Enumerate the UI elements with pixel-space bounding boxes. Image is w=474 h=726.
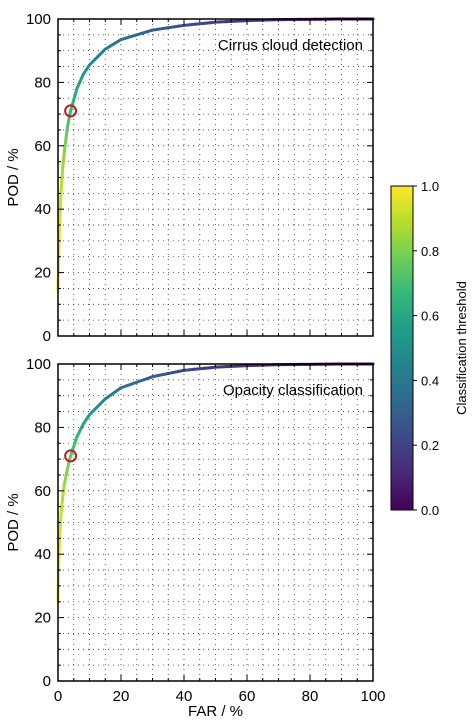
- operating-point-marker: [64, 104, 78, 118]
- y-tick-label: 100: [26, 11, 51, 28]
- panel-title: Cirrus cloud detection: [218, 37, 363, 54]
- operating-point-marker: [64, 449, 78, 463]
- cirrus-detection-panel: 0 20 40 60 80 100 Cirrus cloud detection POD …: [5, 11, 375, 345]
- colorbar-gradient: [390, 185, 414, 511]
- y-tick-label: 20: [34, 610, 51, 627]
- x-tick-label: 20: [113, 688, 130, 705]
- colorbar-tick-label: 0.2: [421, 438, 439, 453]
- colorbar: 0.0 0.2 0.4 0.6 0.8 1.0 Classification thresh…: [390, 179, 469, 518]
- opacity-classification-panel: 0 20 40 60 80 100 0 20 40 60 80 100 Opacity classif…: [5, 356, 386, 720]
- x-tick-label: 100: [360, 688, 385, 705]
- panel-title: Opacity classification: [223, 382, 363, 399]
- x-tick-label: 60: [239, 688, 256, 705]
- y-tick-label: 60: [34, 138, 51, 155]
- y-axis-label: POD / %: [5, 148, 22, 206]
- colorbar-ticks: 0.0 0.2 0.4 0.6 0.8 1.0: [413, 179, 439, 518]
- y-axis-label: POD / %: [5, 493, 22, 551]
- y-tick-label: 20: [34, 265, 51, 282]
- colorbar-tick-label: 0.0: [421, 503, 439, 518]
- colorbar-label: Classification threshold: [454, 281, 469, 415]
- colorbar-tick-label: 0.8: [421, 244, 439, 259]
- colorbar-tick-label: 1.0: [421, 179, 439, 194]
- axis-ticks: 0 20 40 60 80 100 0 20 40 60 80 100: [26, 356, 386, 705]
- y-tick-label: 100: [26, 356, 51, 373]
- y-tick-label: 0: [43, 673, 51, 690]
- x-axis-label: FAR / %: [188, 703, 243, 720]
- plot-area: [58, 364, 373, 681]
- x-tick-label: 40: [176, 688, 193, 705]
- y-tick-label: 60: [34, 483, 51, 500]
- colorbar-tick-label: 0.6: [421, 309, 439, 324]
- x-tick-label: 80: [302, 688, 319, 705]
- y-tick-label: 0: [43, 328, 51, 345]
- x-tick-label: 0: [54, 688, 62, 705]
- y-tick-label: 40: [34, 201, 51, 218]
- colorbar-tick-label: 0.4: [421, 373, 439, 388]
- y-tick-label: 80: [34, 419, 51, 436]
- plot-area: [58, 19, 373, 336]
- y-tick-label: 40: [34, 546, 51, 563]
- y-tick-label: 80: [34, 74, 51, 91]
- axis-ticks: 0 20 40 60 80 100: [26, 11, 374, 345]
